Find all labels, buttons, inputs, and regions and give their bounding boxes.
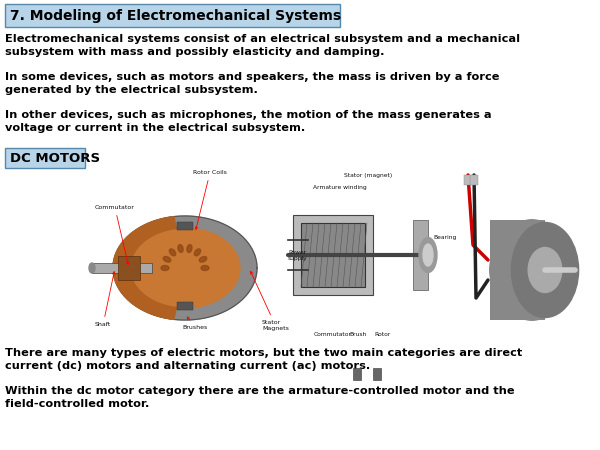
Text: In some devices, such as motors and speakers, the mass is driven by a force
gene: In some devices, such as motors and spea…	[5, 72, 499, 95]
FancyBboxPatch shape	[293, 215, 373, 295]
Polygon shape	[130, 228, 240, 308]
Ellipse shape	[201, 266, 209, 270]
Ellipse shape	[511, 222, 578, 318]
Text: Brushes: Brushes	[182, 317, 208, 330]
Text: There are many types of electric motors, but the two main categories are direct
: There are many types of electric motors,…	[5, 348, 522, 371]
Polygon shape	[113, 216, 257, 320]
Ellipse shape	[199, 256, 207, 262]
Text: In other devices, such as microphones, the motion of the mass generates a
voltag: In other devices, such as microphones, t…	[5, 110, 491, 133]
Text: Power
supply: Power supply	[288, 250, 308, 261]
Polygon shape	[113, 216, 176, 320]
FancyBboxPatch shape	[490, 220, 545, 320]
Ellipse shape	[194, 249, 200, 256]
FancyBboxPatch shape	[470, 175, 478, 185]
FancyBboxPatch shape	[5, 148, 85, 168]
Text: 7. Modeling of Electromechanical Systems: 7. Modeling of Electromechanical Systems	[10, 9, 341, 23]
Text: Bearing: Bearing	[433, 235, 457, 240]
Ellipse shape	[178, 244, 183, 252]
Ellipse shape	[528, 248, 562, 292]
FancyBboxPatch shape	[5, 4, 340, 27]
FancyBboxPatch shape	[464, 175, 472, 185]
Ellipse shape	[161, 266, 169, 270]
FancyBboxPatch shape	[90, 165, 278, 340]
Text: Commutator: Commutator	[95, 205, 135, 265]
FancyBboxPatch shape	[177, 302, 193, 310]
FancyBboxPatch shape	[92, 263, 152, 273]
Ellipse shape	[163, 256, 171, 262]
FancyBboxPatch shape	[373, 368, 381, 380]
Text: DC MOTORS: DC MOTORS	[10, 152, 100, 165]
Text: Shaft: Shaft	[95, 272, 115, 327]
Text: Rotor Coils: Rotor Coils	[193, 170, 227, 230]
Text: Stator (magnet): Stator (magnet)	[344, 173, 392, 178]
Ellipse shape	[169, 249, 176, 256]
Text: Armature winding: Armature winding	[313, 185, 367, 190]
Text: Electromechanical systems consist of an electrical subsystem and a mechanical
su: Electromechanical systems consist of an …	[5, 34, 520, 57]
FancyBboxPatch shape	[457, 170, 597, 340]
Ellipse shape	[419, 238, 437, 273]
FancyBboxPatch shape	[283, 170, 453, 340]
FancyBboxPatch shape	[301, 223, 365, 287]
Ellipse shape	[187, 244, 192, 252]
FancyBboxPatch shape	[353, 368, 361, 380]
FancyBboxPatch shape	[177, 222, 193, 230]
Ellipse shape	[89, 263, 95, 273]
FancyBboxPatch shape	[118, 256, 140, 280]
Text: Stator
Magnets: Stator Magnets	[250, 271, 289, 331]
FancyBboxPatch shape	[413, 220, 428, 290]
Text: Brush: Brush	[349, 332, 367, 337]
Ellipse shape	[423, 244, 433, 266]
Text: Rotor: Rotor	[375, 332, 391, 337]
Text: Commutator: Commutator	[314, 332, 352, 337]
Text: Within the dc motor category there are the armature-controlled motor and the
fie: Within the dc motor category there are t…	[5, 386, 515, 409]
Ellipse shape	[490, 220, 574, 320]
